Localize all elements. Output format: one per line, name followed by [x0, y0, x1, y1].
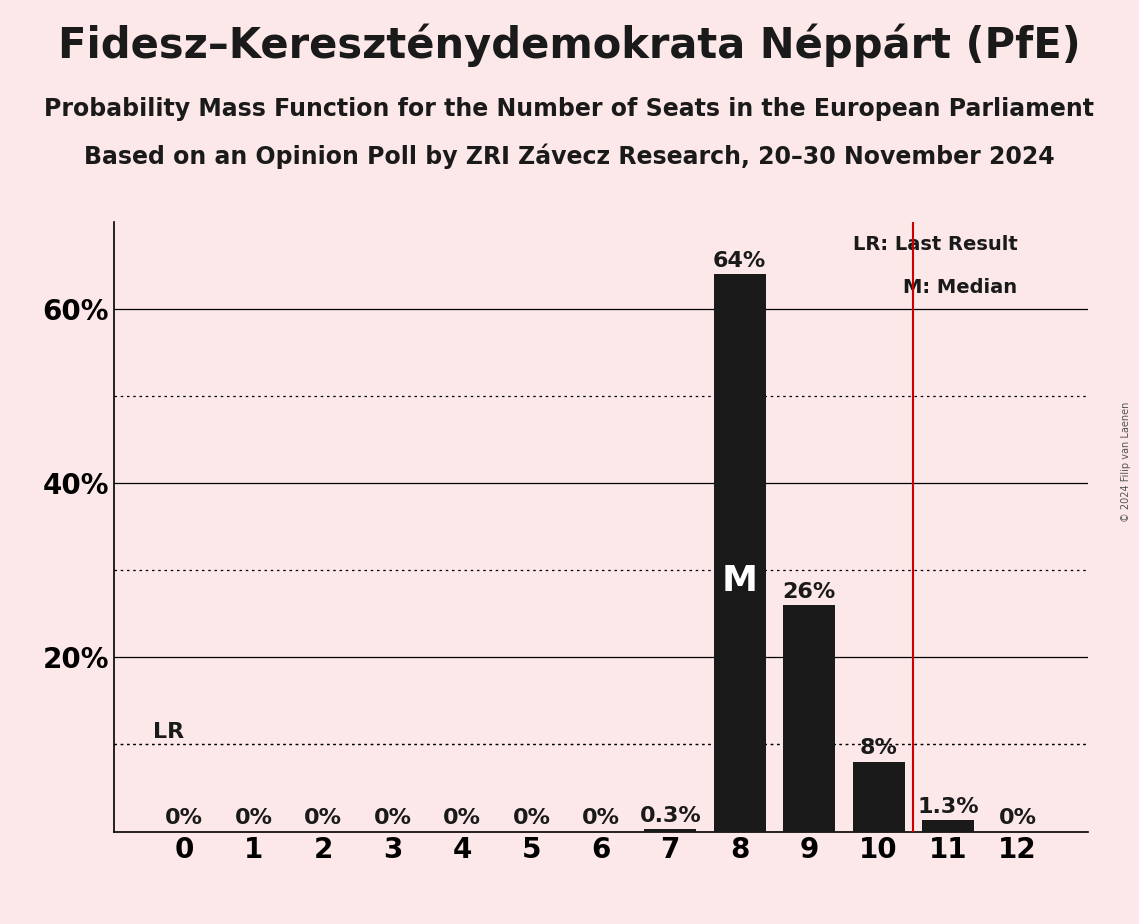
- Text: 0%: 0%: [235, 808, 272, 828]
- Bar: [645, 829, 696, 832]
- Text: 64%: 64%: [713, 250, 767, 271]
- Text: 0%: 0%: [304, 808, 342, 828]
- Text: LR: LR: [153, 722, 185, 742]
- Text: 0%: 0%: [513, 808, 550, 828]
- Bar: [784, 605, 835, 832]
- Text: 0%: 0%: [165, 808, 203, 828]
- Bar: [714, 274, 765, 832]
- Text: 1.3%: 1.3%: [917, 796, 978, 817]
- Text: 0%: 0%: [999, 808, 1036, 828]
- Text: LR: Last Result: LR: Last Result: [853, 235, 1017, 254]
- Text: Probability Mass Function for the Number of Seats in the European Parliament: Probability Mass Function for the Number…: [44, 97, 1095, 121]
- Text: 8%: 8%: [860, 738, 898, 759]
- Text: Fidesz–Kereszténydemokrata Néppárt (PfE): Fidesz–Kereszténydemokrata Néppárt (PfE): [58, 23, 1081, 67]
- Text: 0%: 0%: [582, 808, 620, 828]
- Text: 0%: 0%: [374, 808, 411, 828]
- Text: M: M: [722, 564, 757, 598]
- Bar: [921, 821, 974, 832]
- Text: © 2024 Filip van Laenen: © 2024 Filip van Laenen: [1121, 402, 1131, 522]
- Text: 26%: 26%: [782, 581, 836, 602]
- Bar: [852, 762, 904, 832]
- Text: 0.3%: 0.3%: [639, 806, 702, 825]
- Text: M: Median: M: Median: [903, 278, 1017, 298]
- Text: Based on an Opinion Poll by ZRI Závecz Research, 20–30 November 2024: Based on an Opinion Poll by ZRI Závecz R…: [84, 143, 1055, 169]
- Text: 0%: 0%: [443, 808, 481, 828]
